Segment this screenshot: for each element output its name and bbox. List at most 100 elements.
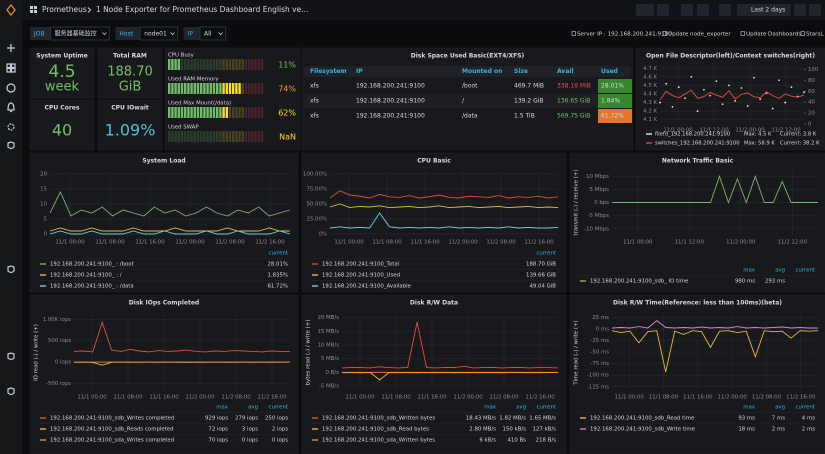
legend-header[interactable]: current [796, 268, 815, 274]
legend-stat: 72 iops [208, 427, 228, 433]
dashboard-link[interactable]: Server IP : 192.168.200.241:9100 [577, 32, 672, 38]
gauge-segment [184, 59, 187, 70]
gauge-segment [244, 131, 248, 142]
legend-header[interactable]: current [537, 405, 556, 411]
shield-icon[interactable] [7, 141, 15, 150]
legend-header[interactable]: max [216, 405, 229, 411]
legend-header[interactable]: avg [775, 268, 785, 274]
gauge-value: 11% [278, 61, 296, 70]
save-button[interactable] [681, 4, 693, 16]
gauge-segment [187, 59, 190, 70]
variable-select[interactable] [199, 26, 227, 41]
legend-header[interactable]: max [484, 405, 497, 411]
table-cell: 28.01% [601, 83, 624, 90]
time-range[interactable]: Last 2 days [751, 7, 785, 14]
x-tick-label: 11/1 00:00 [614, 395, 644, 401]
y-tick-label: 4.5 K [643, 83, 657, 89]
variable-value[interactable]: 服务器基础监控 [55, 30, 97, 38]
legend-stat: 250 iops [265, 416, 288, 422]
dashboard-link[interactable]: StarsL [806, 32, 824, 38]
zoom-button[interactable] [794, 4, 806, 16]
gauge-segment [228, 107, 232, 118]
panel-content: Disk R/W Data 20 MB/s 15 MB/s 10 MB/s 5 MB/s… [306, 300, 560, 444]
gauge-segment [203, 131, 206, 142]
y-axis-label: bytes read (-) / write (+) [306, 320, 312, 386]
y-tick-label: 75.00% [306, 187, 327, 193]
y2-tick-label: 40 [808, 100, 815, 106]
y-axis-label: IO read (-) / write (+) [34, 324, 40, 381]
settings-button[interactable] [697, 4, 709, 16]
gauge-segment [193, 107, 196, 118]
legend-stat: 70 iops [208, 438, 228, 444]
y-tick-label: 0 B/s [326, 370, 340, 376]
link-icon [662, 31, 667, 36]
legend-header[interactable]: max [743, 268, 756, 274]
gauge-segment [248, 131, 251, 142]
panel-content: Network Traffic Basic 10 Mbps 5 Mbps 0 bps -… [574, 158, 819, 285]
dashboard-link[interactable]: Update Dashboards [746, 32, 801, 38]
variable-value[interactable]: All [204, 31, 212, 38]
gauge-segment [225, 59, 228, 70]
gauge-segment [171, 83, 174, 94]
gauge-segment [216, 59, 219, 70]
shield-icon[interactable] [7, 352, 15, 361]
alerting-icon[interactable] [7, 102, 15, 113]
link-icon [800, 31, 805, 36]
y2-tick-label: 20 [808, 111, 815, 117]
config-icon[interactable] [7, 123, 15, 131]
stat-title: System Uptime [36, 53, 88, 60]
x-tick-label: 11/1 00:00 [623, 240, 653, 246]
legend-header[interactable]: current [269, 405, 288, 411]
dashboard-title[interactable]: 1 Node Exporter for Prometheus Dashboard… [96, 5, 308, 14]
x-tick-label: 11/2 00:00 [735, 128, 765, 134]
column-header[interactable]: Filesystem [310, 68, 347, 75]
stat-unit: week [45, 80, 80, 95]
time-picker[interactable] [737, 4, 791, 16]
panel-title: Network Traffic Basic [662, 158, 734, 165]
x-tick-label: 11/1 12:00 [699, 128, 729, 134]
legend-stat: 18.43 MB/s [466, 416, 496, 422]
series-line [612, 174, 818, 204]
gauge-segment [196, 107, 200, 118]
table-row [304, 79, 631, 93]
variable-value[interactable]: node01 [144, 31, 167, 38]
dropdown-caret [170, 32, 175, 36]
explore-icon[interactable] [6, 83, 16, 93]
legend-header[interactable]: current [537, 251, 556, 257]
column-header[interactable]: IP [356, 68, 363, 75]
breadcrumb[interactable]: Prometheus [42, 5, 87, 14]
legend-header[interactable]: max [743, 405, 756, 411]
shield-icon[interactable] [7, 387, 15, 396]
variable-select[interactable] [139, 26, 179, 41]
logo[interactable] [6, 4, 16, 16]
used-cell [598, 94, 632, 108]
y-tick-label: 0 iops [55, 360, 71, 366]
dashboard-link[interactable]: Update node_exporter [668, 32, 731, 38]
legend-header[interactable]: current [269, 251, 288, 257]
shield-icon[interactable] [7, 265, 15, 274]
legend-header[interactable]: avg [248, 405, 258, 411]
column-header[interactable]: Used [601, 68, 618, 75]
column-header[interactable]: Avail [557, 68, 574, 75]
variable-select[interactable] [50, 26, 110, 41]
legend-header[interactable]: avg [775, 405, 785, 411]
y-tick-label: -500 iops [46, 381, 71, 387]
gauge-segment [209, 59, 212, 70]
legend-header[interactable]: current [796, 405, 815, 411]
tv-button[interactable] [719, 4, 731, 16]
gauge-segment [193, 83, 196, 94]
panel [164, 47, 301, 151]
star-button[interactable] [657, 4, 669, 16]
column-header[interactable]: Mounted on [462, 68, 502, 75]
add-panel-button[interactable] [636, 4, 654, 16]
panel-title: Disk IOps Completed [129, 300, 199, 307]
gauge-segment [206, 83, 209, 94]
refresh-button[interactable] [809, 4, 821, 16]
gauge-segment [216, 107, 219, 118]
series-line [611, 330, 819, 372]
column-header[interactable]: Size [514, 68, 528, 75]
create-icon[interactable] [7, 44, 15, 52]
legend-header[interactable]: avg [516, 405, 526, 411]
dashboards-icon[interactable] [6, 63, 16, 73]
